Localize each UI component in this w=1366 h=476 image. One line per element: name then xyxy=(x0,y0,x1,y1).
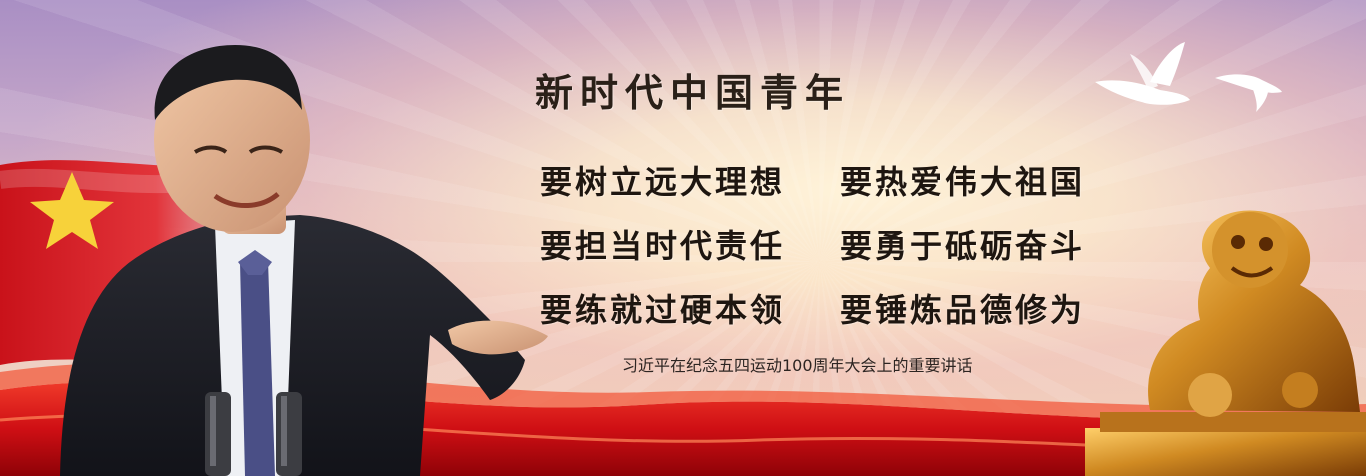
banner-title: 新时代中国青年 xyxy=(535,70,851,115)
dove-icon xyxy=(1095,42,1190,105)
slogan-text: 要担当时代责任 xyxy=(540,227,786,265)
speaker-figure xyxy=(60,45,548,476)
slogan-text: 要树立远大理想 xyxy=(540,163,786,201)
speech-caption: 习近平在纪念五四运动100周年大会上的重要讲话 xyxy=(622,356,973,375)
slogan-text: 要练就过硬本领 xyxy=(540,291,786,329)
dove-icon xyxy=(1215,74,1282,112)
slogan-grid: 要树立远大理想 要热爱伟大祖国 要担当时代责任 要勇于砥砺奋斗 要练就过硬本领 … xyxy=(540,148,1140,340)
slogan-row: 要担当时代责任 要勇于砥砺奋斗 xyxy=(540,212,1140,276)
slogan-row: 要树立远大理想 要热爱伟大祖国 xyxy=(540,148,1140,212)
slogan-text: 要锤炼品德修为 xyxy=(840,291,1086,329)
lion-statue-icon xyxy=(1085,210,1366,476)
slogan-text: 要勇于砥砺奋斗 xyxy=(840,227,1086,265)
slogan-row: 要练就过硬本领 要锤炼品德修为 xyxy=(540,276,1140,340)
slogan-text: 要热爱伟大祖国 xyxy=(840,163,1086,201)
